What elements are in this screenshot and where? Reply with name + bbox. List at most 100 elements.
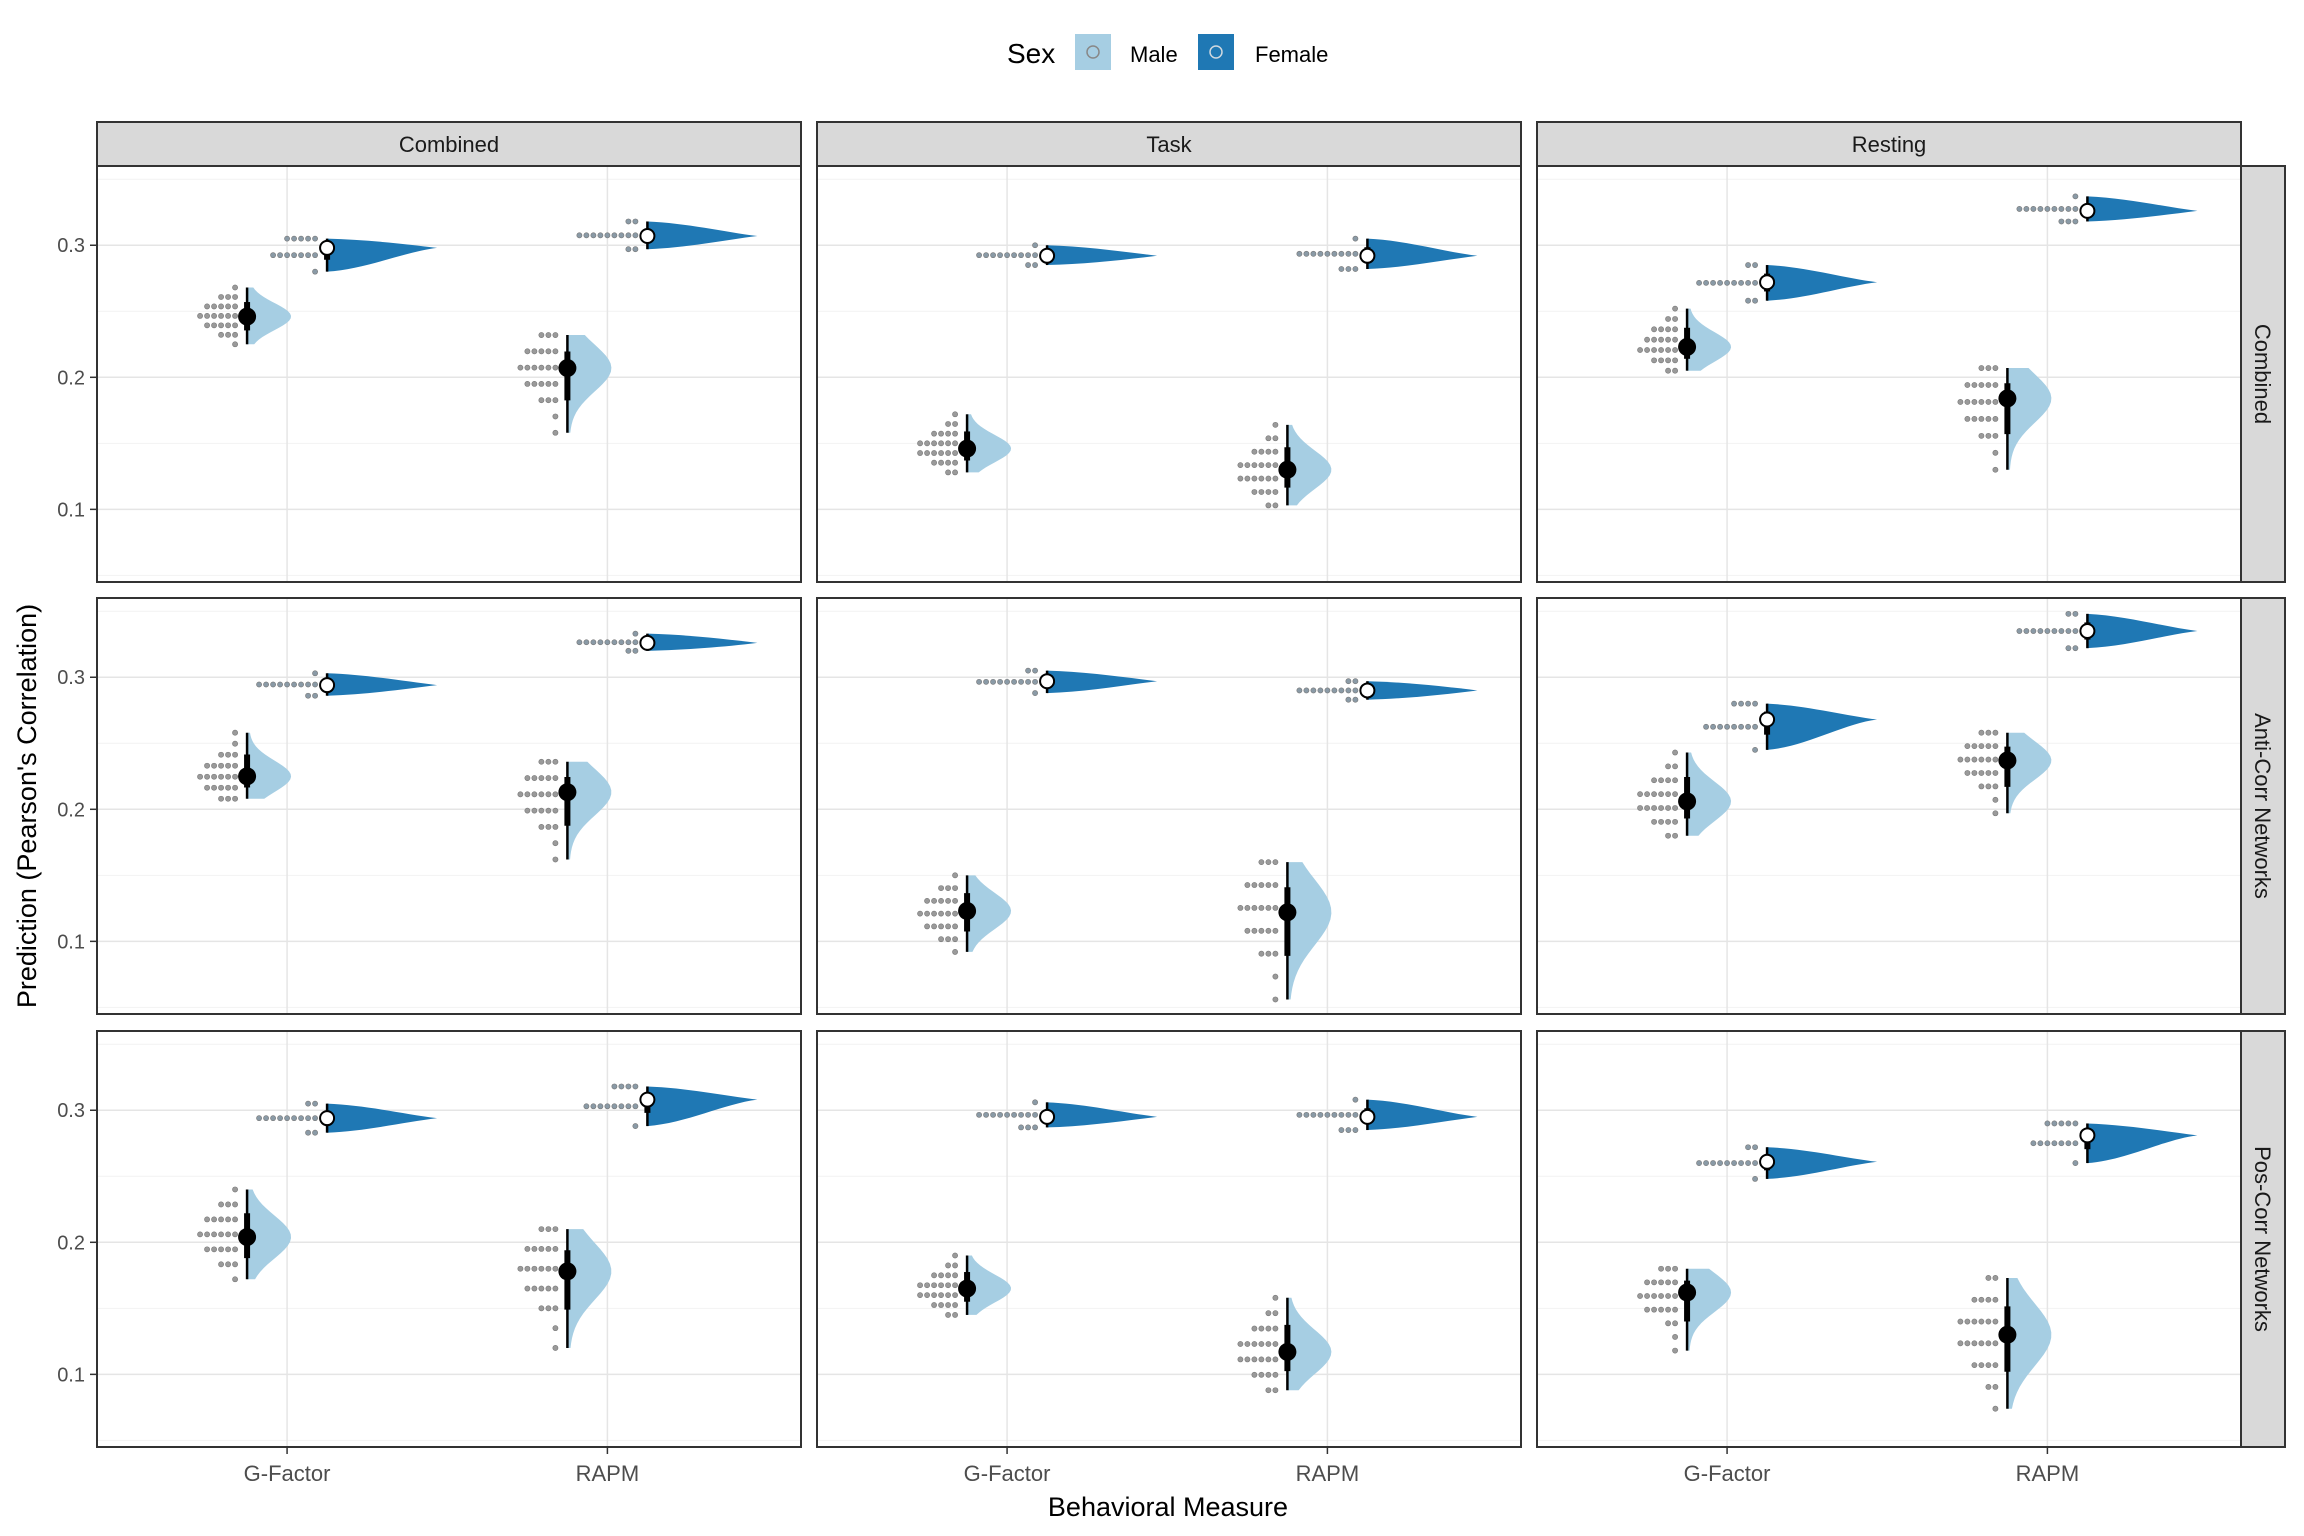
dot-male	[1658, 818, 1664, 825]
dot-male	[538, 1285, 545, 1292]
dot-female	[2051, 206, 2058, 212]
dot-female	[312, 1129, 318, 1136]
dot-male	[1637, 805, 1643, 811]
dot-male	[1272, 1310, 1279, 1317]
dot-male	[1978, 743, 1985, 750]
dot-male	[552, 1226, 559, 1232]
cloud-female	[1767, 1147, 1878, 1179]
dot-female	[1004, 252, 1010, 259]
dot-female	[1703, 279, 1709, 286]
dot-female	[618, 232, 625, 239]
dot-male	[545, 791, 552, 798]
dot-male	[204, 773, 210, 780]
dot-male	[1992, 1362, 1999, 1369]
dot-male	[232, 740, 238, 747]
dot-male	[1272, 1356, 1279, 1363]
dot-male	[1272, 859, 1279, 866]
summary-male-point	[238, 307, 257, 326]
dot-male	[225, 312, 231, 319]
dot-male	[1672, 1347, 1678, 1354]
dot-male	[225, 773, 231, 780]
dot-female	[2065, 1140, 2072, 1147]
summary-female-point	[1759, 1153, 1776, 1170]
dot-male	[218, 322, 224, 329]
legend-key-male-dot	[1086, 45, 1100, 59]
dot-male	[1971, 416, 1978, 422]
dot-female	[976, 1111, 982, 1118]
dot-female	[305, 1129, 311, 1136]
dot-male	[938, 910, 944, 917]
dot-male	[945, 1262, 951, 1269]
dot-male	[531, 364, 538, 371]
dot-female	[2016, 628, 2023, 634]
dot-female	[997, 1111, 1003, 1118]
y-axis-title: Prediction (Pearson's Correlation)	[12, 604, 42, 1008]
dot-male	[945, 885, 951, 891]
dot-male	[524, 807, 531, 814]
dot-male	[1978, 756, 1985, 763]
dot-male	[945, 936, 951, 943]
dot-male	[1672, 832, 1678, 839]
dot-male	[1258, 475, 1265, 482]
summary-male-point	[1678, 1283, 1697, 1302]
dot-male	[931, 430, 937, 437]
dot-male	[232, 729, 238, 736]
dot-male	[218, 312, 224, 319]
dot-male	[917, 1282, 923, 1289]
dot-female	[1331, 250, 1338, 257]
summary-female-point	[639, 634, 656, 651]
dot-female	[1703, 723, 1709, 730]
legend-key-female	[1198, 34, 1234, 70]
dot-male	[1265, 1356, 1272, 1363]
dot-male	[218, 1216, 224, 1223]
dot-male	[1644, 1306, 1650, 1313]
dot-male	[1258, 489, 1265, 495]
dot-male	[531, 348, 538, 355]
dot-male	[952, 1292, 958, 1299]
dot-male	[1272, 435, 1279, 442]
panel-2-1: G-Factor RAPM	[816, 1030, 1522, 1486]
dot-female	[625, 1083, 632, 1090]
dot-female	[1338, 1127, 1345, 1133]
dot-male	[1964, 1318, 1971, 1325]
dot-male	[1992, 365, 1999, 371]
dot-female	[277, 681, 283, 688]
dot-female	[312, 670, 318, 677]
dot-male	[1658, 336, 1664, 343]
dot-male	[938, 1282, 944, 1289]
dot-male	[1964, 743, 1971, 750]
summary-female-point	[1759, 711, 1776, 728]
dot-male	[218, 1231, 224, 1238]
dot-female	[284, 252, 290, 259]
dot-female	[256, 681, 262, 688]
dot-male	[1992, 729, 1999, 736]
column-strip-label: Task	[1146, 132, 1192, 157]
dot-male	[1251, 462, 1258, 469]
x-tick-label: RAPM	[576, 1461, 640, 1486]
dot-female	[284, 1115, 290, 1122]
dot-male	[232, 762, 238, 769]
dot-male	[1971, 770, 1978, 776]
dot-male	[945, 910, 951, 917]
dot-male	[218, 784, 224, 791]
dot-male	[1665, 347, 1671, 353]
dot-male	[225, 1231, 231, 1238]
dot-male	[952, 1252, 958, 1259]
row-strip-label: Pos-Corr Networks	[2250, 1146, 2275, 1332]
dot-female	[298, 681, 304, 688]
dot-female	[2058, 628, 2065, 634]
dot-male	[1658, 326, 1664, 333]
dot-male	[1644, 1279, 1650, 1286]
dot-female	[1345, 687, 1352, 694]
dot-male	[218, 303, 224, 310]
cloud-female	[1767, 265, 1878, 301]
dot-female	[263, 681, 269, 688]
dot-male	[1258, 950, 1265, 957]
dot-male	[1265, 1371, 1272, 1378]
dot-male	[211, 762, 217, 769]
dot-male	[917, 910, 923, 917]
dot-male	[1258, 1325, 1265, 1332]
dot-male	[1658, 1306, 1664, 1313]
dot-male	[211, 1216, 217, 1223]
dot-male	[1978, 1318, 1985, 1325]
